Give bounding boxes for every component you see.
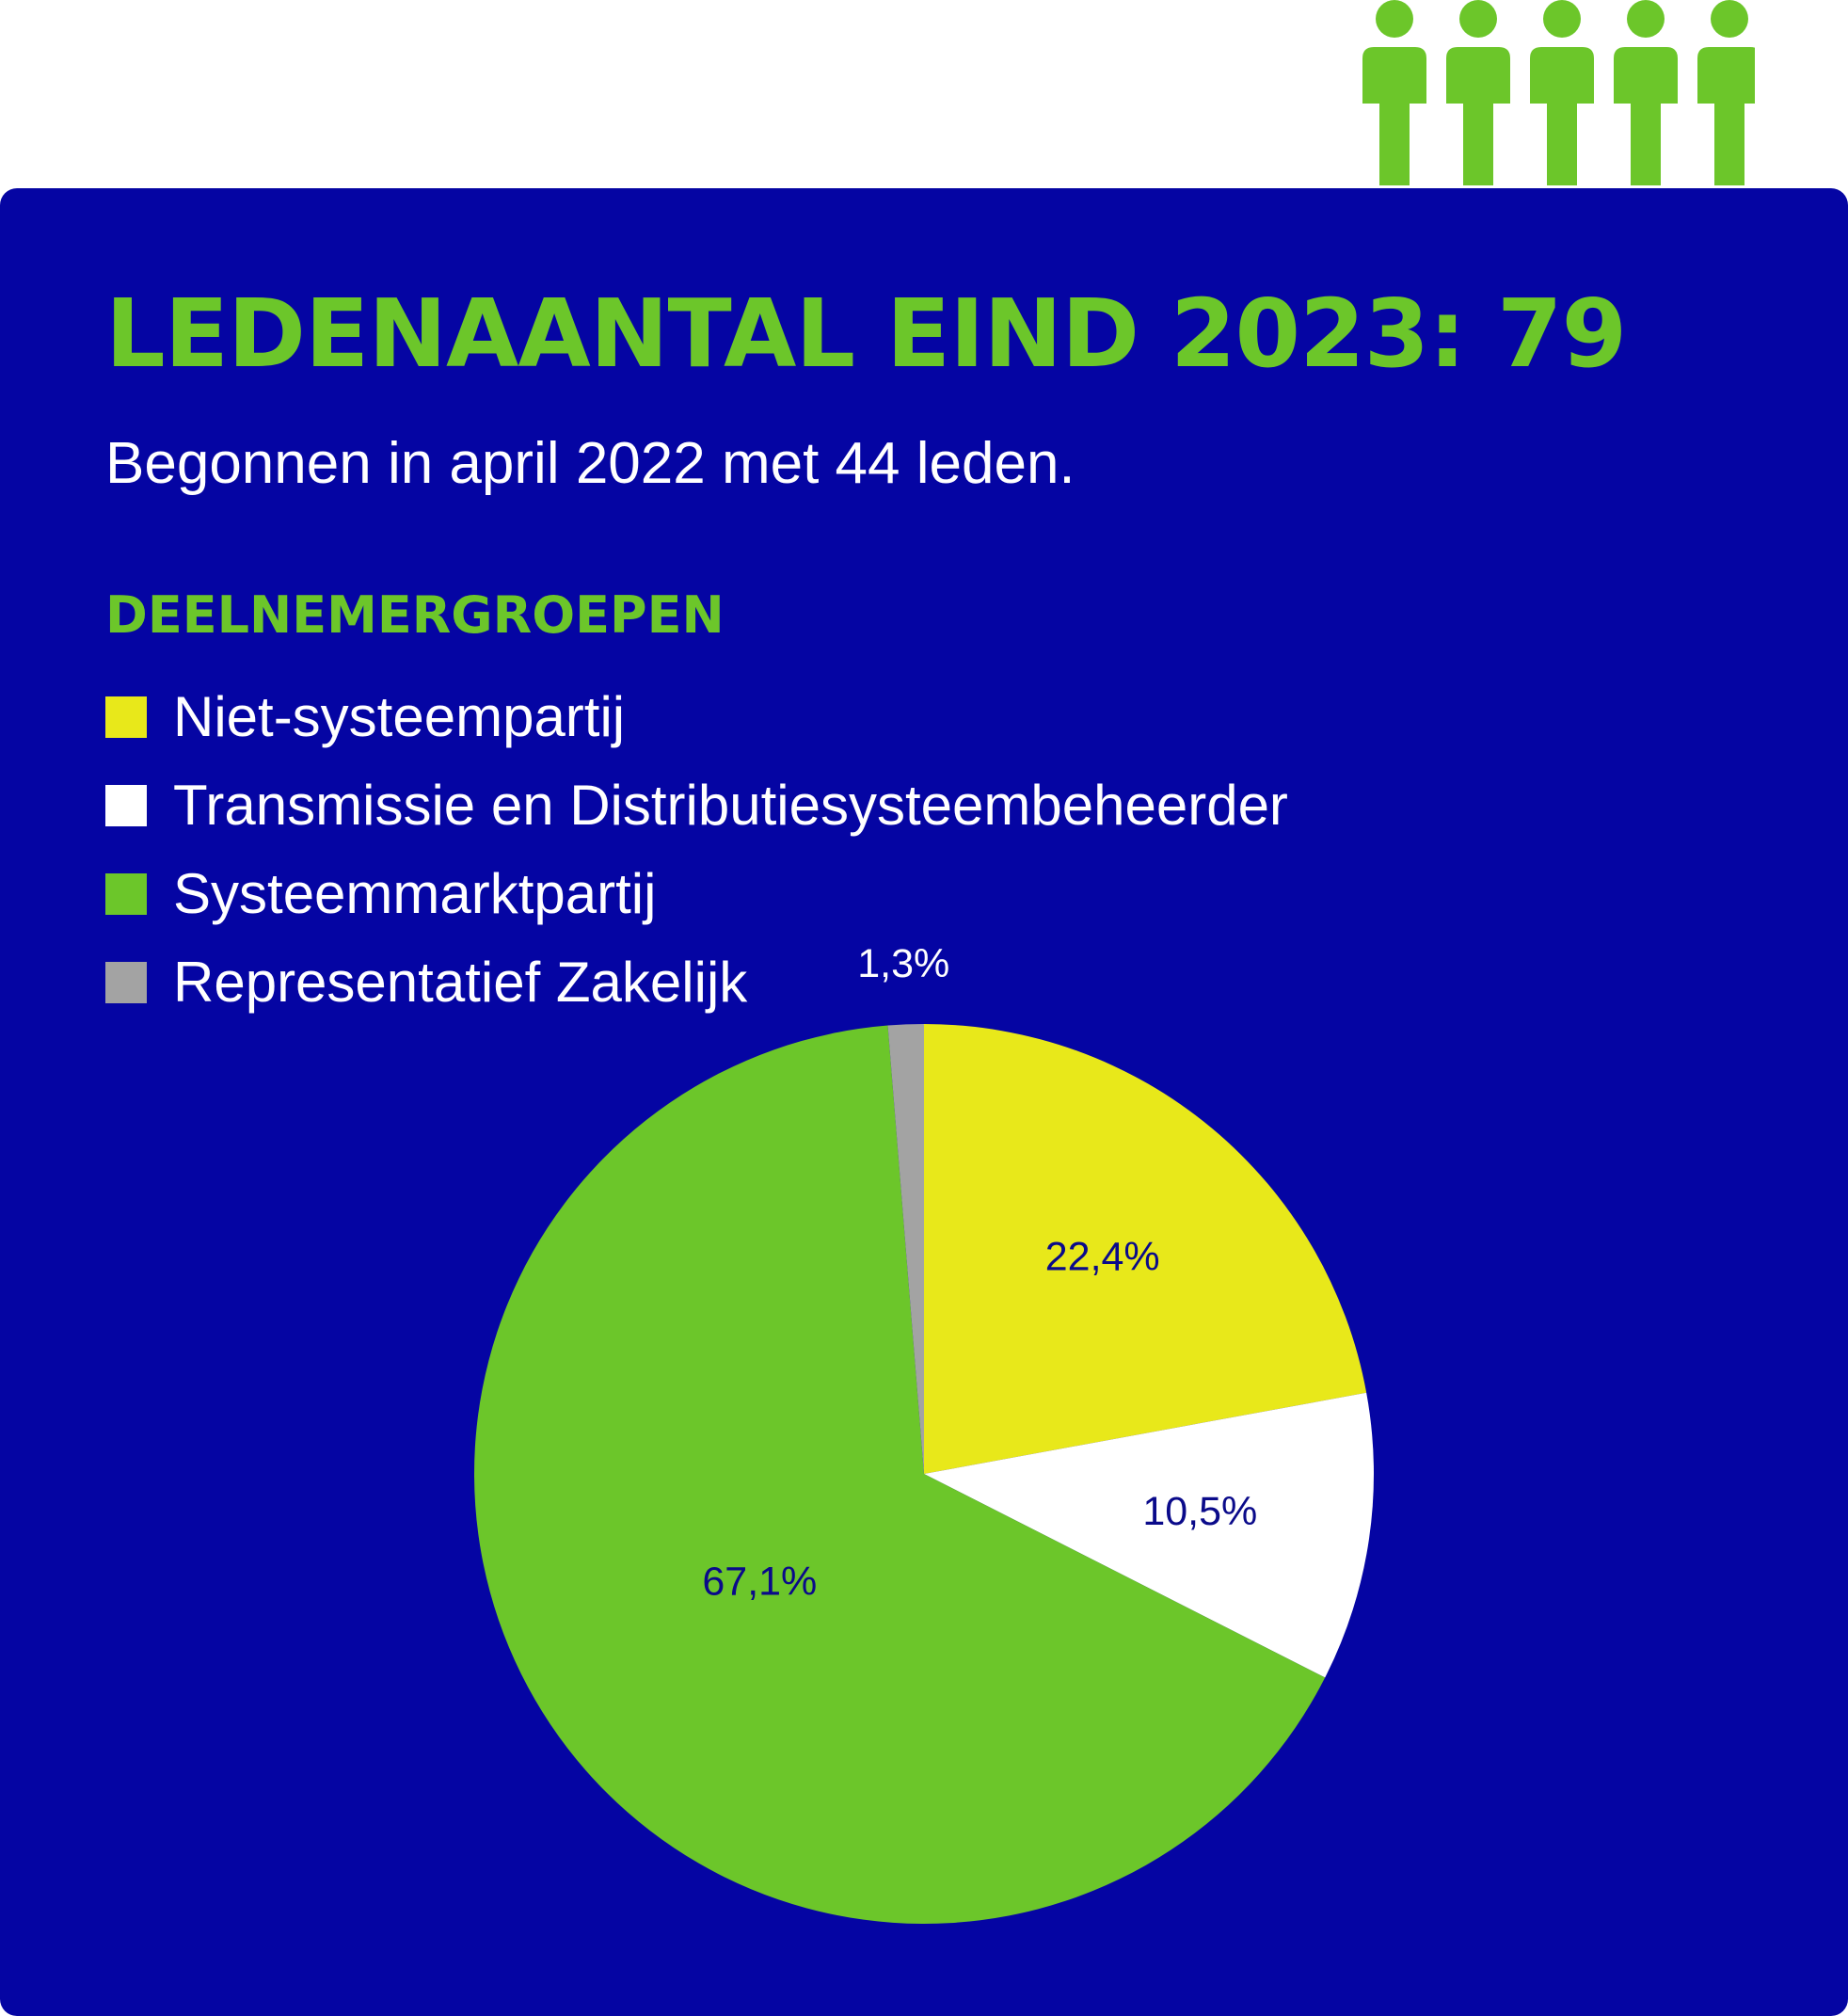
legend-swatch xyxy=(105,962,147,1003)
chart-legend: Niet-systeempartij Transmissie en Distri… xyxy=(105,673,1288,1027)
page-title: LEDENAANTAL EIND 2023: 79 xyxy=(105,279,1627,389)
legend-label: Niet-systeempartij xyxy=(173,685,626,748)
people-icons xyxy=(1362,0,1755,185)
legend-swatch xyxy=(105,873,147,915)
legend-item-transmissie: Transmissie en Distributiesysteembeheerd… xyxy=(105,761,1288,850)
legend-label: Systeemmarktpartij xyxy=(173,862,657,925)
slice-label: 22,4% xyxy=(1045,1235,1160,1280)
legend-item-representatief-zakelijk: Representatief Zakelijk xyxy=(105,938,1288,1027)
legend-swatch xyxy=(105,785,147,826)
pie-slice xyxy=(887,1024,924,1474)
legend-item-niet-systeempartij: Niet-systeempartij xyxy=(105,673,1288,761)
legend-label: Transmissie en Distributiesysteembeheerd… xyxy=(173,774,1288,837)
person-icon xyxy=(1697,0,1755,185)
page-subtitle: Begonnen in april 2022 met 44 leden. xyxy=(105,431,1075,496)
person-icon xyxy=(1446,0,1510,185)
legend-item-systeemmarktpartij: Systeemmarktpartij xyxy=(105,850,1288,938)
pie-slice xyxy=(924,1024,1367,1474)
legend-swatch xyxy=(105,696,147,738)
slice-label: 1,3% xyxy=(857,941,949,986)
slice-label: 10,5% xyxy=(1142,1489,1257,1534)
legend-title: DEELNEMERGROEPEN xyxy=(105,585,725,645)
person-icon xyxy=(1530,0,1594,185)
person-icon xyxy=(1362,0,1426,185)
legend-label: Representatief Zakelijk xyxy=(173,951,748,1014)
pie-slice xyxy=(924,1392,1374,1678)
slice-label: 67,1% xyxy=(702,1560,817,1605)
pie-slice xyxy=(473,1025,1326,1924)
person-icon xyxy=(1614,0,1678,185)
